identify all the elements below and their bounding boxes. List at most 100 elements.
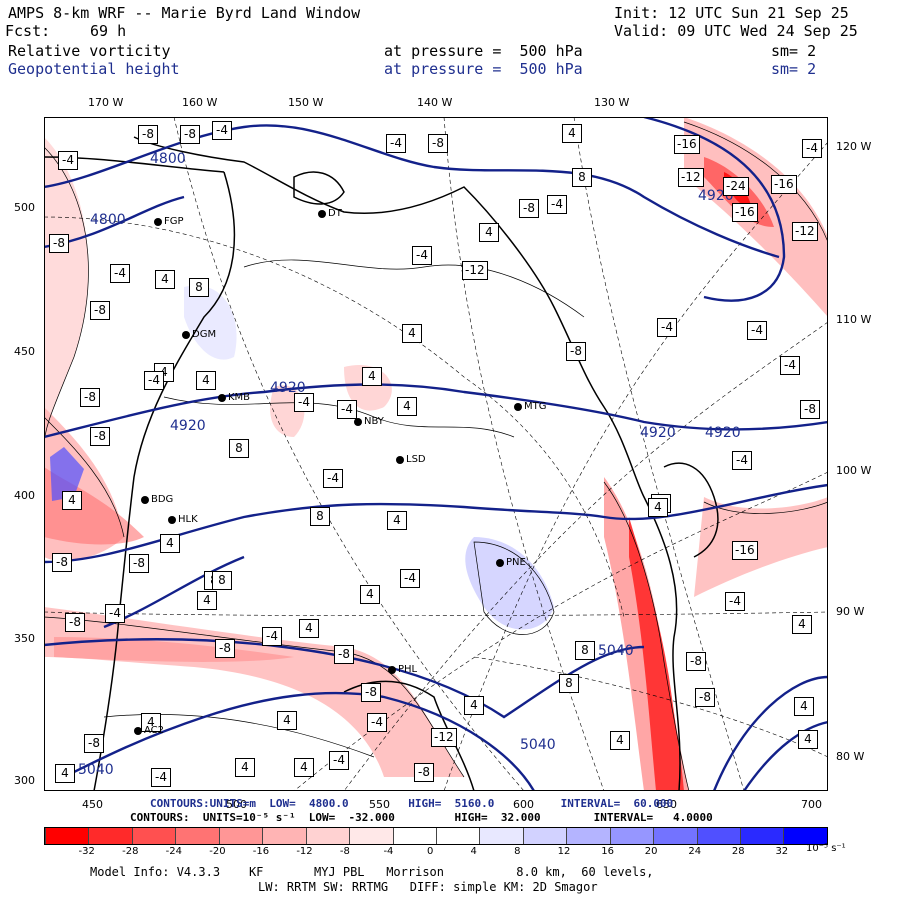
station-marker (388, 666, 396, 674)
vorticity-contour-label: -4 (337, 400, 357, 419)
colorbar-swatch (566, 828, 610, 844)
x-tick-label: 500 (226, 798, 247, 811)
vorticity-contour-label: 8 (310, 507, 330, 526)
height-contour-label: 4800 (90, 212, 126, 228)
vorticity-contour-label: -8 (49, 234, 69, 253)
vorticity-contour-label: -8 (180, 125, 200, 144)
colorbar-tick-label: -8 (339, 846, 350, 857)
station-label: AC2 (144, 725, 165, 736)
colorbar-swatch (522, 828, 567, 844)
colorbar-swatch (783, 828, 827, 844)
height-contour-label: 4920 (270, 380, 306, 396)
colorbar-swatch (131, 828, 176, 844)
height-contour-label: 5040 (520, 737, 556, 753)
vorticity-contour-label: -4 (386, 134, 406, 153)
y-tick-label: 400 (14, 489, 35, 502)
vorticity-contour-label: -12 (431, 728, 457, 747)
vorticity-contour-label: 8 (575, 641, 595, 660)
colorbar-tick-label: 28 (731, 846, 745, 857)
map-background (44, 117, 828, 791)
colorbar-swatch (262, 828, 306, 844)
vorticity-contour-label: -4 (657, 318, 677, 337)
vorticity-contour-label: -8 (90, 427, 110, 446)
vorticity-contour-label: -4 (802, 139, 822, 158)
colorbar-tick-label: 12 (557, 846, 571, 857)
station-label: PNE (506, 557, 526, 568)
vorticity-contour-label: -4 (151, 768, 171, 787)
vorticity-contour-label: -4 (144, 371, 164, 390)
vorticity-contour-label: 4 (196, 371, 216, 390)
field1-name: Relative vorticity (8, 42, 171, 60)
station-marker (134, 727, 142, 735)
vorticity-contour-label: -4 (400, 569, 420, 588)
vorticity-contour-label: -24 (723, 177, 749, 196)
vorticity-contour-label: 4 (62, 491, 82, 510)
vorticity-contour-label: 8 (572, 168, 592, 187)
vorticity-contour-label: -4 (110, 264, 130, 283)
forecast-label: Fcst: (5, 22, 51, 40)
vorticity-contour-label: -8 (138, 125, 158, 144)
vorticity-contour-label: 4 (610, 731, 630, 750)
init-time: Init: 12 UTC Sun 21 Sep 25 (614, 4, 849, 22)
station-label: DT (328, 208, 342, 219)
x-tick-label: 550 (369, 798, 390, 811)
vorticity-contour-label: -4 (329, 751, 349, 770)
vorticity-contour-label: 4 (155, 270, 175, 289)
x-tick-label: 700 (801, 798, 822, 811)
colorbar (44, 827, 828, 845)
colorbar-tick-label: 32 (775, 846, 789, 857)
x-tick-label: 600 (513, 798, 534, 811)
field2-level: at pressure = 500 hPa (384, 60, 583, 78)
vorticity-contour-label: -8 (129, 554, 149, 573)
vorticity-contour-label: 4 (160, 534, 180, 553)
map-panel (44, 117, 828, 791)
vorticity-contour-label: -8 (90, 301, 110, 320)
station-marker (168, 516, 176, 524)
station-marker (318, 210, 326, 218)
physics-info: LW: RRTM SW: RRTMG DIFF: simple KM: 2D S… (258, 880, 598, 894)
graticule (44, 117, 828, 791)
lon-label-top: 130 W (594, 96, 630, 109)
colorbar-tick-label: -28 (122, 846, 139, 857)
lon-label-right: 100 W (836, 464, 872, 477)
height-contour-label: 4920 (705, 425, 741, 441)
field2-name: Geopotential height (8, 60, 180, 78)
vorticity-contour-label: -8 (695, 688, 715, 707)
coastline (44, 136, 719, 791)
vorticity-contour-label: -8 (80, 388, 100, 407)
vorticity-contour-label: -12 (678, 168, 704, 187)
vorticity-contour-label: -8 (361, 683, 381, 702)
colorbar-swatch (218, 828, 263, 844)
lon-label-right: 110 W (836, 313, 872, 326)
valid-time: Valid: 09 UTC Wed 24 Sep 25 (614, 22, 858, 40)
lon-label-top: 140 W (417, 96, 453, 109)
colorbar-units: 10⁻⁵ s⁻¹ (806, 843, 846, 854)
vorticity-contour-label: -16 (674, 135, 700, 154)
vorticity-contour-label: -16 (732, 203, 758, 222)
colorbar-swatch (392, 828, 436, 844)
vorticity-contour-label: -8 (52, 553, 72, 572)
vorticity-contour-label: -4 (323, 469, 343, 488)
vorticity-contour-label: 8 (189, 278, 209, 297)
lon-label-top: 160 W (182, 96, 218, 109)
vorticity-contour-label: 4 (464, 696, 484, 715)
colorbar-labels: -32 -28 -24 -20 -16 -12 -8 -4 0 4 8 12 16 20 24 28 32 (44, 846, 828, 860)
station-marker (396, 456, 404, 464)
station-marker (514, 403, 522, 411)
forecast-hour: 69 h (90, 22, 127, 40)
vorticity-contour-label: -12 (792, 222, 818, 241)
y-tick-label: 350 (14, 632, 35, 645)
vorticity-contour-label: 4 (277, 711, 297, 730)
colorbar-tick-label: -12 (296, 846, 313, 857)
field1-smoothing: sm= 2 (771, 42, 817, 60)
vorticity-contour-label: -4 (262, 627, 282, 646)
colorbar-swatch (88, 828, 132, 844)
vorticity-contour-label: -8 (84, 734, 104, 753)
vorticity-contour-label: -8 (414, 763, 434, 782)
colorbar-swatch (609, 828, 654, 844)
station-marker (218, 394, 226, 402)
vorticity-contour-label: -8 (519, 199, 539, 218)
colorbar-tick-label: 8 (514, 846, 521, 857)
colorbar-swatch (740, 828, 784, 844)
colorbar-swatch (653, 828, 697, 844)
